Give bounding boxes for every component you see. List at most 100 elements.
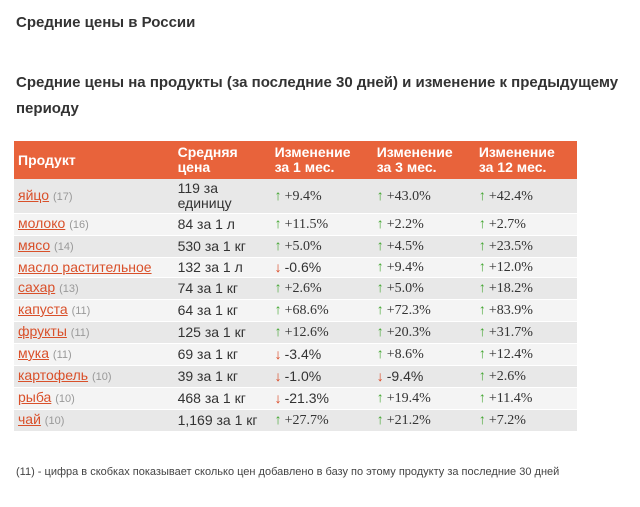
change-value: +8.6% <box>386 347 424 362</box>
price-cell: 64 за 1 кг <box>173 299 271 322</box>
product-link[interactable]: мясо <box>18 237 51 253</box>
change-value: +9.4% <box>284 188 322 204</box>
arrow-up-icon: ↑ <box>376 413 384 428</box>
header-change-12m: Изменение за 12 мес. <box>474 141 577 179</box>
arrow-up-icon: ↑ <box>376 188 384 204</box>
product-link[interactable]: картофель <box>18 367 89 383</box>
product-link[interactable]: фрукты <box>18 323 67 339</box>
change-value: +19.4% <box>386 391 431 406</box>
change-cell-m12: ↑ +2.7% <box>474 213 577 236</box>
change-value: +27.7% <box>284 413 329 428</box>
price-cell: 84 за 1 л <box>173 213 271 236</box>
section-title: Средние цены на продукты (за последние 3… <box>16 74 619 117</box>
change-cell-m12: ↑ +83.9% <box>474 299 577 322</box>
change-value: +83.9% <box>488 303 533 318</box>
table-body: яйцо (17) 119 за единицу ↑ +9.4% ↑ +43.0% ↑ +42… <box>14 179 577 432</box>
table-row: картофель (10) 39 за 1 кг ↓ -1.0% ↓ -9.4% ↑ +2.… <box>14 365 577 388</box>
arrow-up-icon: ↑ <box>478 303 486 318</box>
product-link[interactable]: мука <box>18 345 50 361</box>
change-value: +42.4% <box>488 188 533 204</box>
product-link[interactable]: чай <box>18 411 41 427</box>
product-cell: фрукты (11) <box>14 321 174 344</box>
change-cell-m12: ↑ +31.7% <box>474 321 577 344</box>
change-cell-m3: ↑ +72.3% <box>372 299 475 322</box>
price-count: (10) <box>44 415 65 427</box>
arrow-up-icon: ↑ <box>376 239 384 254</box>
change-cell-m1: ↓ -3.4% <box>270 343 373 366</box>
change-cell-m3: ↑ +9.4% <box>372 257 475 278</box>
change-cell-m1: ↑ +11.5% <box>270 213 373 236</box>
change-value: +12.6% <box>284 325 329 340</box>
header-change-1m: Изменение за 1 мес. <box>270 141 373 179</box>
change-cell-m12: ↑ +12.4% <box>474 343 577 366</box>
change-value: -0.6% <box>284 259 322 275</box>
arrow-down-icon: ↓ <box>274 368 282 384</box>
product-link[interactable]: молоко <box>18 215 66 231</box>
change-value: +72.3% <box>386 303 431 318</box>
arrow-up-icon: ↑ <box>478 217 486 232</box>
arrow-up-icon: ↑ <box>478 413 486 428</box>
change-cell-m12: ↑ +18.2% <box>474 277 577 300</box>
arrow-up-icon: ↑ <box>376 347 384 362</box>
footnote: (11) - цифра в скобках показывает скольк… <box>16 466 560 478</box>
price-cell: 74 за 1 кг <box>173 277 271 300</box>
arrow-up-icon: ↑ <box>376 325 384 340</box>
arrow-up-icon: ↑ <box>376 391 384 406</box>
price-count: (10) <box>91 371 112 383</box>
change-value: +2.6% <box>488 369 526 384</box>
arrow-up-icon: ↑ <box>274 325 282 340</box>
arrow-down-icon: ↓ <box>274 346 282 362</box>
price-cell: 530 за 1 кг <box>173 235 271 258</box>
price-count: (14) <box>54 241 74 253</box>
arrow-up-icon: ↑ <box>478 325 486 340</box>
change-value: +5.0% <box>386 281 424 296</box>
change-value: +7.2% <box>488 413 526 428</box>
product-link[interactable]: капуста <box>18 301 68 317</box>
price-cell: 1,169 за 1 кг <box>173 409 271 432</box>
arrow-down-icon: ↓ <box>274 390 282 406</box>
arrow-down-icon: ↓ <box>376 368 384 384</box>
change-cell-m12: ↑ +42.4% <box>474 179 577 214</box>
change-cell-m3: ↑ +21.2% <box>372 409 475 432</box>
change-cell-m1: ↑ +5.0% <box>270 235 373 258</box>
change-cell-m12: ↑ +12.0% <box>474 257 577 278</box>
change-cell-m3: ↑ +2.2% <box>372 213 475 236</box>
table-row: чай (10) 1,169 за 1 кг ↑ +27.7% ↑ +21.2% ↑ +7.2… <box>14 409 577 432</box>
change-value: +4.5% <box>386 239 424 254</box>
change-value: +12.4% <box>488 347 533 362</box>
table-row: рыба (10) 468 за 1 кг ↓ -21.3% ↑ +19.4% ↑ +11.4… <box>14 387 577 410</box>
product-link[interactable]: рыба <box>18 389 52 405</box>
price-cell: 69 за 1 кг <box>173 343 271 366</box>
arrow-down-icon: ↓ <box>274 259 282 275</box>
price-cell: 119 за единицу <box>173 179 271 214</box>
price-count: (11) <box>52 349 72 361</box>
price-count: (16) <box>69 219 89 231</box>
change-value: +20.3% <box>386 325 431 340</box>
product-cell: картофель (10) <box>14 365 174 388</box>
change-value: +68.6% <box>284 303 329 318</box>
product-cell: мясо (14) <box>14 235 174 258</box>
table-row: капуста (11) 64 за 1 кг ↑ +68.6% ↑ +72.3% ↑ +83… <box>14 299 577 322</box>
price-count: (11) <box>70 327 90 339</box>
price-count: (11) <box>71 305 91 317</box>
change-cell-m3: ↑ +4.5% <box>372 235 475 258</box>
table-header-row: Продукт Средняя цена Изменение за 1 мес.… <box>14 141 577 179</box>
table-row: яйцо (17) 119 за единицу ↑ +9.4% ↑ +43.0% ↑ +42… <box>14 179 577 214</box>
price-cell: 125 за 1 кг <box>173 321 271 344</box>
header-price: Средняя цена <box>173 141 271 179</box>
change-cell-m1: ↓ -21.3% <box>270 387 373 410</box>
arrow-up-icon: ↑ <box>376 260 384 275</box>
arrow-up-icon: ↑ <box>274 217 282 232</box>
product-cell: мука (11) <box>14 343 174 366</box>
change-cell-m12: ↑ +11.4% <box>474 387 577 410</box>
product-link[interactable]: сахар <box>18 279 56 295</box>
change-value: -9.4% <box>386 368 424 384</box>
product-link[interactable]: яйцо <box>18 186 50 203</box>
change-cell-m1: ↓ -0.6% <box>270 257 373 278</box>
product-cell: рыба (10) <box>14 387 174 410</box>
table-row: масло растительное 132 за 1 л ↓ -0.6% ↑ +9.4%… <box>14 257 577 278</box>
change-cell-m1: ↑ +68.6% <box>270 299 373 322</box>
arrow-up-icon: ↑ <box>478 281 486 296</box>
product-cell: чай (10) <box>14 409 174 432</box>
product-link[interactable]: масло растительное <box>18 259 152 275</box>
